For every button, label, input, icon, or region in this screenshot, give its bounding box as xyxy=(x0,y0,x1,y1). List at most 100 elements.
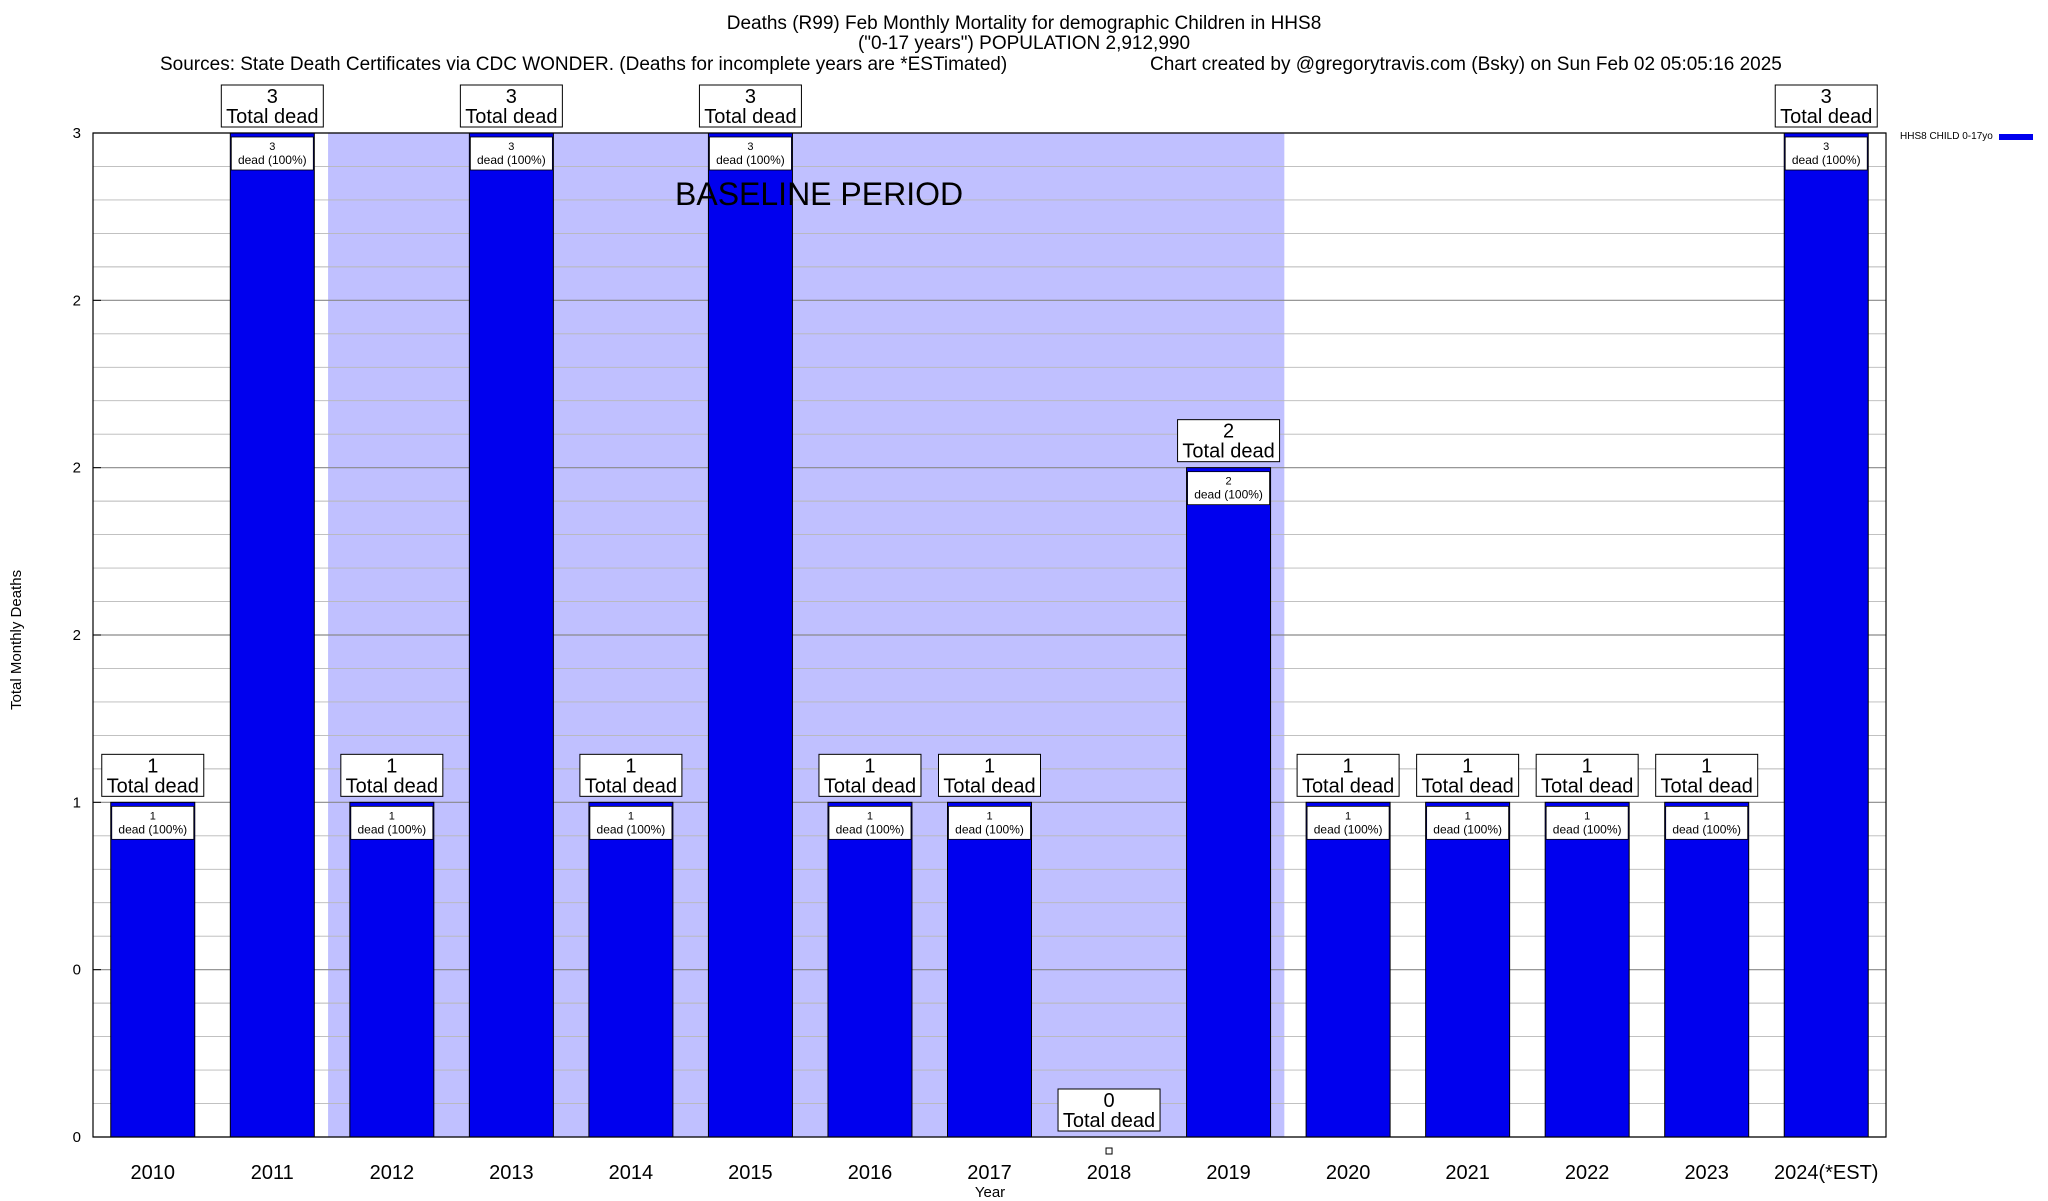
baseline-period-label: BASELINE PERIOD xyxy=(675,176,963,212)
total-label-text: Total dead xyxy=(107,775,199,797)
inner-label-box xyxy=(469,136,553,171)
total-label-text: Total dead xyxy=(346,775,438,797)
inner-label-box xyxy=(1545,805,1629,840)
inner-label-box xyxy=(230,136,314,171)
inner-label-box xyxy=(709,136,792,171)
x-tick-label: 2013 xyxy=(489,1162,534,1184)
inner-label-text: dead (100%) xyxy=(1433,822,1502,836)
total-label-box xyxy=(1057,1088,1161,1132)
inner-label-box xyxy=(589,805,673,840)
inner-label-text: dead (100%) xyxy=(238,153,307,167)
legend-entry-label: HHS8 CHILD 0-17yo xyxy=(1900,131,1993,142)
total-label-text: Total dead xyxy=(585,775,677,797)
total-label-value: 1 xyxy=(625,755,636,777)
bar-2017 xyxy=(947,801,1032,1138)
inner-label-box xyxy=(828,805,912,840)
y-tick-label: 1 xyxy=(73,794,81,811)
total-label-text: Total dead xyxy=(1302,775,1394,797)
total-label-value: 1 xyxy=(386,755,397,777)
total-label-text: Total dead xyxy=(1063,1110,1155,1132)
total-label-box xyxy=(1774,84,1878,128)
bar-2010 xyxy=(110,801,196,1138)
inner-label-text: dead (100%) xyxy=(1314,822,1383,836)
chart-subtitle: ("0-17 years") POPULATION 2,912,990 xyxy=(857,33,1191,54)
x-tick-label: 2015 xyxy=(728,1162,773,1184)
total-label-box xyxy=(1296,753,1400,797)
inner-label-box xyxy=(111,805,195,840)
total-label-value: 1 xyxy=(1701,755,1712,777)
y-tick-label: 0 xyxy=(73,962,81,979)
inner-label-box xyxy=(1306,805,1390,840)
inner-label-text: dead (100%) xyxy=(1194,488,1263,502)
inner-label-text: dead (100%) xyxy=(597,822,666,836)
y-tick-label: 2 xyxy=(73,292,81,309)
bar-2012 xyxy=(349,801,435,1138)
inner-label-text: dead (100%) xyxy=(716,153,785,167)
total-label-text: Total dead xyxy=(465,106,557,128)
x-tick-label: 2016 xyxy=(848,1162,893,1184)
inner-label-box xyxy=(1784,136,1868,171)
total-label-box xyxy=(579,753,683,797)
inner-label-value: 1 xyxy=(867,810,873,822)
x-axis-label: Year xyxy=(974,1184,1006,1201)
credit-note: Chart created by @gregorytravis.com (Bsk… xyxy=(1150,54,1782,75)
inner-label-value: 3 xyxy=(1823,141,1829,153)
inner-label-text: dead (100%) xyxy=(118,822,187,836)
inner-label-value: 1 xyxy=(389,810,395,822)
legend: HHS8 CHILD 0-17yo xyxy=(1900,131,2033,142)
total-label-text: Total dead xyxy=(943,775,1035,797)
inner-label-box xyxy=(1665,805,1749,840)
x-tick-label: 2012 xyxy=(370,1162,415,1184)
bar-2022 xyxy=(1544,801,1630,1138)
total-label-value: 1 xyxy=(1462,755,1473,777)
inner-label-value: 2 xyxy=(1226,476,1232,488)
total-label-text: Total dead xyxy=(824,775,916,797)
total-label-box xyxy=(1535,753,1639,797)
bar-2024(*EST) xyxy=(1783,132,1869,1138)
total-label-text: Total dead xyxy=(1780,106,1872,128)
total-label-value: 1 xyxy=(147,755,158,777)
source-note: Sources: State Death Certificates via CD… xyxy=(160,54,1008,75)
zero-value-marker xyxy=(1105,1147,1113,1155)
total-label-box xyxy=(938,753,1041,797)
x-tick-label: 2021 xyxy=(1445,1162,1490,1184)
total-label-box xyxy=(818,753,922,797)
x-tick-label: 2018 xyxy=(1087,1162,1132,1184)
total-label-box xyxy=(1177,419,1281,463)
inner-label-box xyxy=(948,805,1031,840)
y-tick-label: 2 xyxy=(73,627,81,644)
total-label-value: 1 xyxy=(984,755,995,777)
total-label-value: 0 xyxy=(1103,1090,1114,1112)
inner-label-value: 1 xyxy=(1584,810,1590,822)
total-label-text: Total dead xyxy=(1541,775,1633,797)
total-label-value: 3 xyxy=(506,86,517,108)
x-tick-label: 2022 xyxy=(1565,1162,1610,1184)
chart-title: Deaths (R99) Feb Monthly Mortality for d… xyxy=(726,13,1322,34)
y-tick-label: 2 xyxy=(73,460,81,477)
inner-label-value: 1 xyxy=(628,810,634,822)
inner-label-value: 1 xyxy=(986,810,992,822)
total-label-text: Total dead xyxy=(226,106,318,128)
y-tick-label: 3 xyxy=(73,125,81,142)
inner-label-value: 3 xyxy=(269,141,275,153)
x-tick-label: 2011 xyxy=(251,1162,294,1184)
total-label-box xyxy=(1655,753,1759,797)
inner-label-box xyxy=(1187,471,1270,506)
inner-label-value: 1 xyxy=(1704,810,1710,822)
bars xyxy=(110,132,1869,1138)
total-label-value: 3 xyxy=(267,86,278,108)
total-label-text: Total dead xyxy=(1661,775,1753,797)
bar-2014 xyxy=(588,801,674,1138)
bar-2011 xyxy=(229,132,315,1138)
inner-label-value: 1 xyxy=(150,810,156,822)
x-tick-label: 2024(*EST) xyxy=(1774,1162,1879,1184)
total-label-value: 2 xyxy=(1223,421,1234,443)
legend-swatch xyxy=(1998,133,2033,140)
bar-2020 xyxy=(1305,801,1391,1138)
bar-2021 xyxy=(1425,801,1511,1138)
y-tick-label: 0 xyxy=(73,1129,81,1146)
bar-2023 xyxy=(1664,801,1750,1138)
x-tick-label: 2020 xyxy=(1326,1162,1371,1184)
